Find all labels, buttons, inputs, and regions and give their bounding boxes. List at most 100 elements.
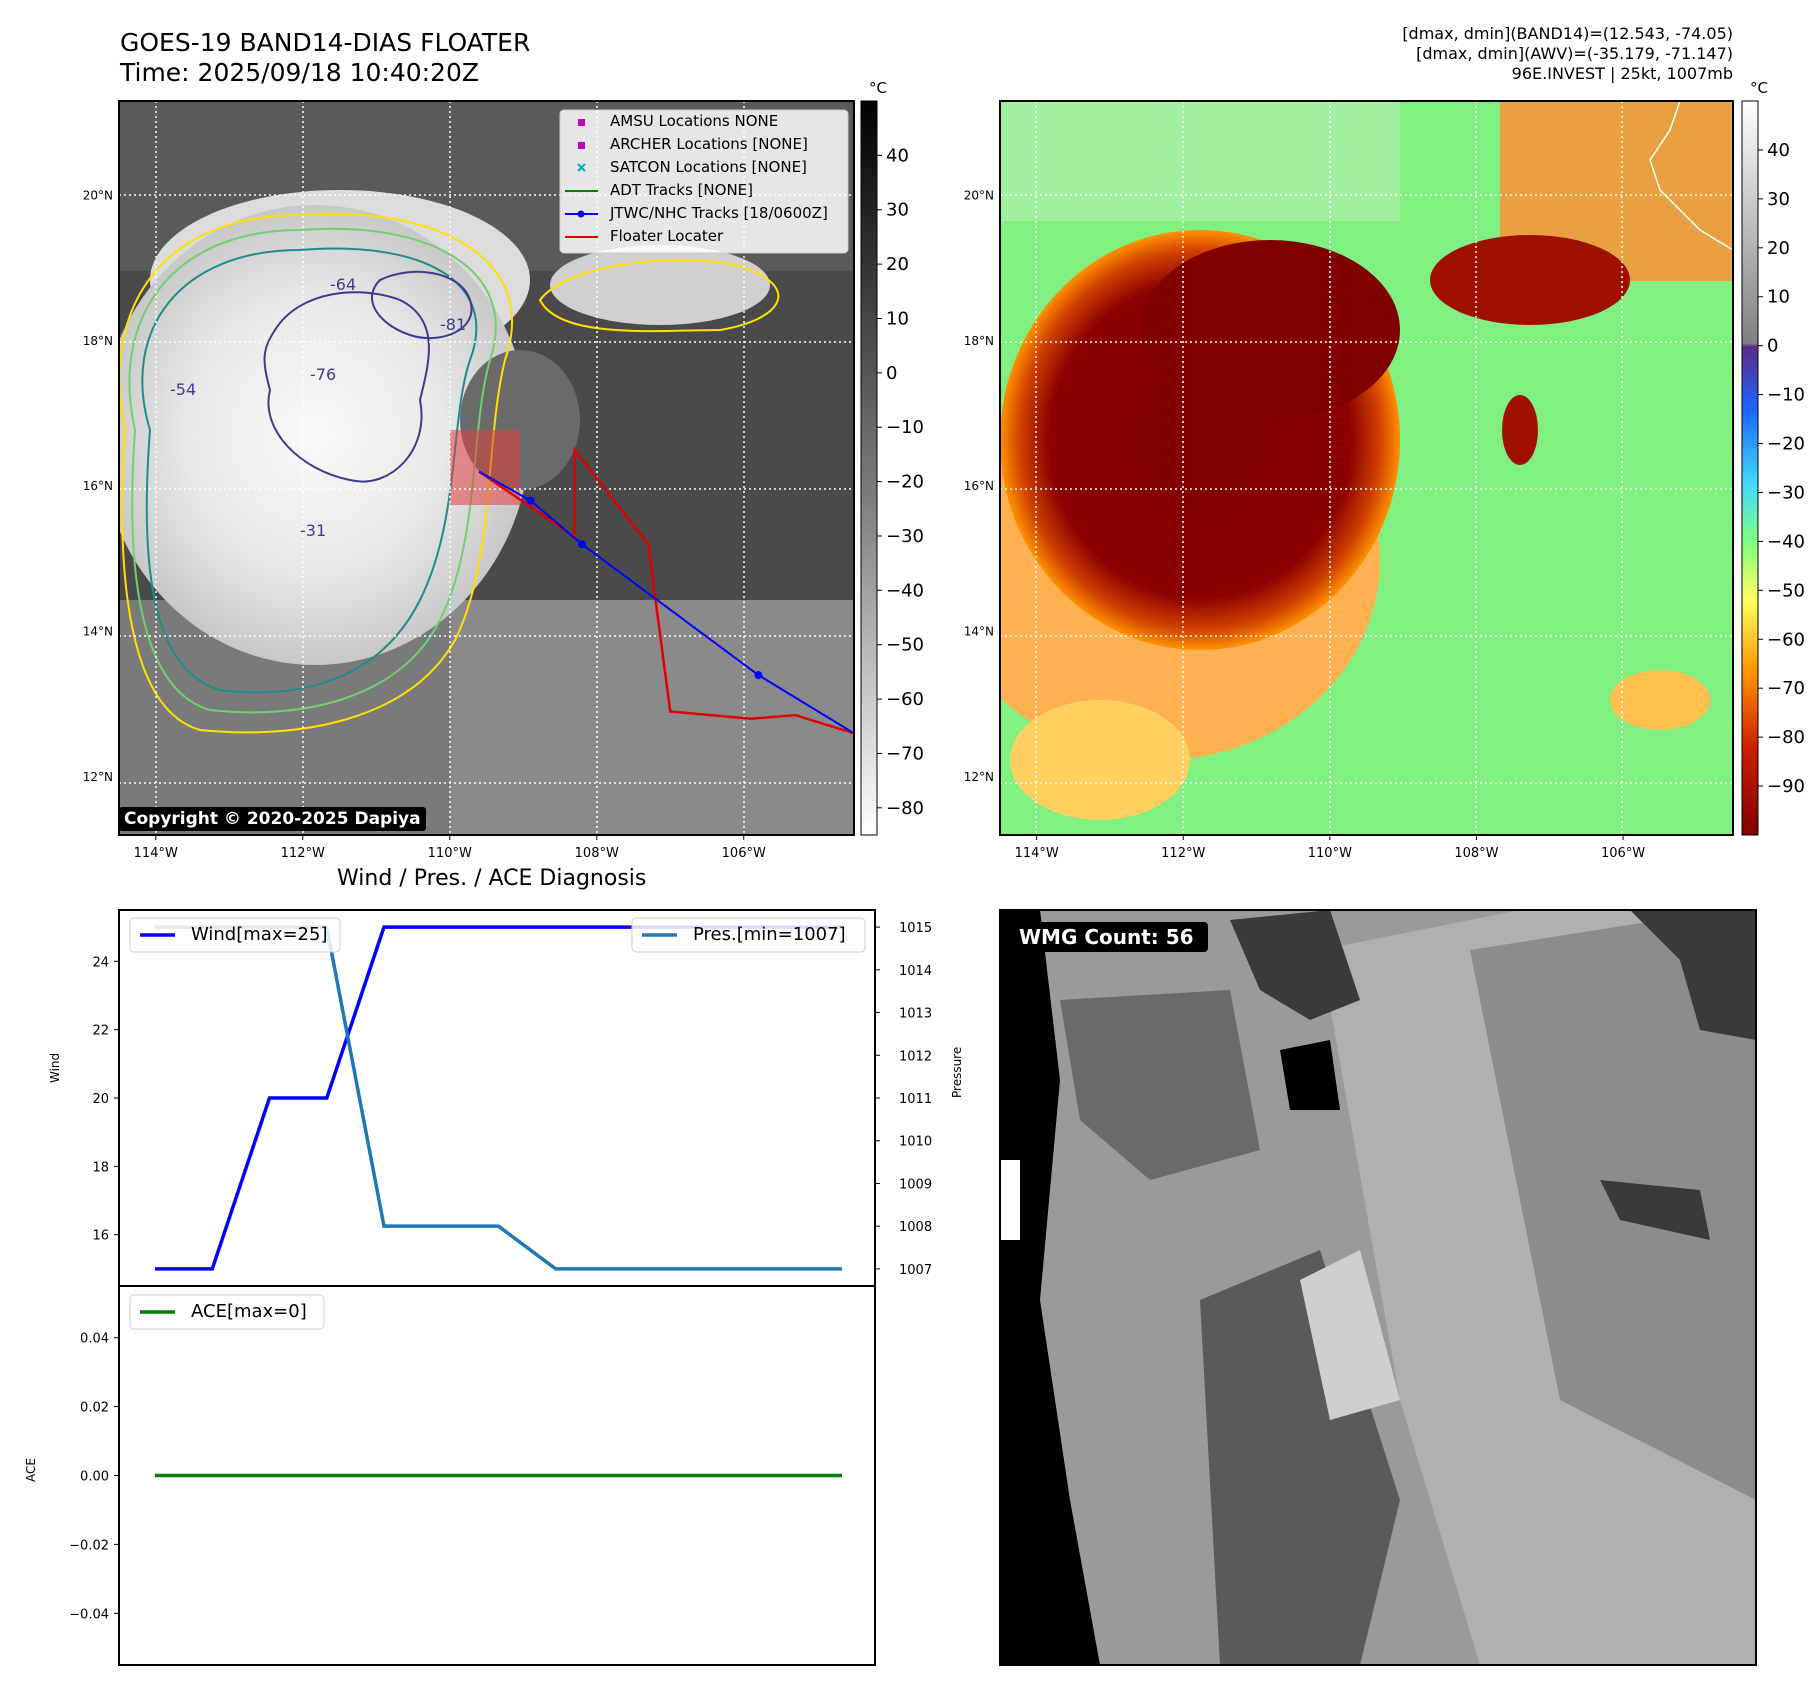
pressure-tick-label: 1009 [899, 1177, 932, 1192]
legend-amsu-label: AMSU Locations NONE [610, 112, 779, 130]
lon-tick-label: 110°W [1308, 846, 1352, 861]
colorbar-tick-label: −80 [1767, 727, 1805, 748]
ir-colorbar-unit: °C [869, 79, 887, 97]
ace-axis-label: ACE [24, 1458, 38, 1482]
lat-tick-label: 16°N [964, 479, 994, 493]
colorbar-tick-label: −20 [886, 472, 924, 493]
stats-line3: 96E.INVEST | 25kt, 1007mb [1511, 64, 1733, 83]
wind-tick-label: 18 [92, 1160, 109, 1175]
colorbar-tick-label: −30 [886, 526, 924, 547]
jtwc-track-point [754, 671, 763, 680]
ace-legend [129, 1294, 325, 1330]
wind-axis-label: Wind [48, 1052, 62, 1083]
awv-lon-ticks: 114°W 112°W 110°W 108°W 106°W [1015, 835, 1645, 861]
ir-contour-labels: -31 -54 -64 -76 -81 [170, 275, 466, 540]
contour-label: -81 [440, 315, 466, 334]
lat-tick-label: 14°N [83, 625, 113, 639]
pressure-tick-label: 1015 [899, 921, 932, 936]
coastline [1649, 100, 1734, 251]
wind-tick-label: 16 [92, 1229, 109, 1244]
colorbar-tick-label: −60 [886, 689, 924, 710]
lat-tick-label: 16°N [83, 479, 113, 493]
stats-line2: [dmax, dmin](AWV)=(-35.179, -71.147) [1416, 44, 1733, 63]
colorbar-tick-label: −20 [1767, 434, 1805, 455]
wmg-count-badge [1012, 922, 1208, 952]
wmg-count-label: WMG Count: 56 [1019, 925, 1194, 949]
lat-tick-label: 20°N [964, 188, 994, 202]
lon-tick-label: 114°W [1015, 846, 1059, 861]
awv-colorbar-ticks: 40 30 20 10 0 −10 −20 −30 −40 −50 −60 −70 −80 −90 [1758, 140, 1805, 797]
wmg-frame [999, 909, 1757, 1666]
ir-map-panel: -31 -54 -64 -76 -81 20°N 18°N 16°N 14°N 12°N 114… [83, 100, 924, 861]
ir-colorbar [860, 100, 878, 836]
ir-colorbar-ticks: 40 30 20 10 0 −10 −20 −30 −40 −50 −60 −70 −80 [877, 145, 924, 819]
lat-tick-label: 12°N [964, 770, 994, 784]
legend-jtwc-label: JTWC/NHC Tracks [18/0600Z] [610, 204, 828, 222]
awv-colorbar-unit: °C [1750, 79, 1768, 97]
colorbar-tick-label: −10 [886, 417, 924, 438]
wind-tick-label: 24 [92, 955, 109, 970]
wind-axis-ticks: 16 18 20 22 24 [92, 955, 119, 1244]
legend-floater-label: Floater Locater [610, 227, 724, 245]
colorbar-tick-label: 30 [1767, 189, 1790, 210]
pressure-tick-label: 1008 [899, 1220, 932, 1235]
pressure-tick-label: 1011 [899, 1092, 932, 1107]
colorbar-tick-label: 10 [886, 308, 909, 329]
colorbar-tick-label: 0 [886, 363, 897, 384]
awv-map-panel: 20°N 18°N 16°N 14°N 12°N 114°W 112°W 110°W 108°… [964, 100, 1805, 861]
colorbar-tick-label: −50 [886, 635, 924, 656]
wind-tick-label: 20 [92, 1092, 109, 1107]
lon-tick-label: 112°W [1161, 846, 1205, 861]
colorbar-tick-label: 40 [1767, 140, 1790, 161]
lat-tick-label: 18°N [964, 334, 994, 348]
lat-tick-label: 18°N [83, 334, 113, 348]
colorbar-tick-label: −40 [886, 580, 924, 601]
ir-tracks [478, 446, 854, 735]
pressure-axis-ticks: 1007 1008 1009 1010 1011 1012 1013 1014 1015 [875, 921, 932, 1278]
archer-marker-icon [578, 142, 585, 149]
contour-label: -64 [330, 275, 356, 294]
wmg-imagery [1000, 910, 1756, 1665]
ace-tick-label: −0.04 [69, 1607, 109, 1622]
legend-archer-label: ARCHER Locations [NONE] [610, 135, 808, 153]
colorbar-tick-label: −90 [1767, 776, 1805, 797]
ace-tick-label: −0.02 [69, 1538, 109, 1553]
pressure-tick-label: 1013 [899, 1007, 932, 1022]
awv-gridlines [1000, 101, 1733, 835]
legend-satcon-label: SATCON Locations [NONE] [610, 158, 807, 176]
colorbar-tick-label: −40 [1767, 531, 1805, 552]
wind-pressure-frame [118, 909, 876, 1287]
satcon-marker-icon [577, 163, 586, 172]
wind-legend [129, 917, 341, 953]
lon-tick-label: 114°W [134, 846, 178, 861]
lon-tick-label: 106°W [1601, 846, 1645, 861]
title-line2: Time: 2025/09/18 10:40:20Z [120, 58, 479, 87]
awv-colorbar [1741, 100, 1759, 836]
colorbar-tick-label: −70 [1767, 678, 1805, 699]
lon-tick-label: 108°W [575, 846, 619, 861]
ace-tick-label: 0.02 [80, 1401, 109, 1416]
ace-panel: 0.04 0.02 0.00 −0.02 −0.04 [69, 1285, 876, 1666]
ace-axis-ticks: 0.04 0.02 0.00 −0.02 −0.04 [69, 1332, 119, 1622]
ir-legend [559, 109, 849, 254]
lon-tick-label: 112°W [281, 846, 325, 861]
amsu-marker-icon [578, 119, 585, 126]
ace-legend-label: ACE[max=0] [191, 1301, 307, 1322]
ace-tick-label: 0.00 [80, 1470, 109, 1485]
colorbar-tick-label: −30 [1767, 482, 1805, 503]
awv-map-frame [999, 100, 1734, 836]
pressure-tick-label: 1014 [899, 964, 932, 979]
pressure-tick-label: 1007 [899, 1263, 932, 1278]
pressure-legend-label: Pres.[min=1007] [693, 924, 846, 945]
colorbar-tick-label: −50 [1767, 580, 1805, 601]
pressure-tick-label: 1010 [899, 1135, 932, 1150]
wind-tick-label: 22 [92, 1024, 109, 1039]
jtwc-track-point [526, 496, 535, 505]
lon-tick-label: 110°W [428, 846, 472, 861]
pressure-axis-label: Pressure [950, 1046, 964, 1098]
colorbar-tick-label: 40 [886, 145, 909, 166]
stats-line1: [dmax, dmin](BAND14)=(12.543, -74.05) [1402, 24, 1733, 43]
copyright-badge: Copyright © 2020-2025 Dapiya [119, 807, 426, 831]
ir-lon-ticks: 114°W 112°W 110°W 108°W 106°W [134, 835, 766, 861]
floater-track-line [478, 446, 854, 735]
